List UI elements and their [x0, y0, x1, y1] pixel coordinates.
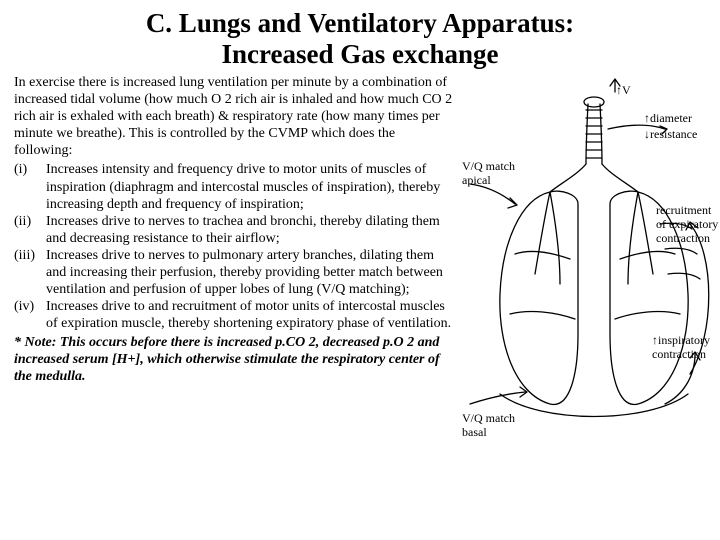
list-item: (iii) Increases drive to nerves to pulmo… — [14, 247, 454, 298]
diagram-column: ↑V ↑diameter ↓resistance V/Q match apica… — [454, 74, 720, 459]
item-text: Increases intensity and frequency drive … — [46, 161, 454, 212]
list-item: (iv) Increases drive to and recruitment … — [14, 298, 454, 332]
item-number: (iv) — [14, 298, 46, 332]
label-arrow-up: ↑V — [616, 83, 631, 97]
item-text: Increases drive to and recruitment of mo… — [46, 298, 454, 332]
slide-title: C. Lungs and Ventilatory Apparatus: Incr… — [14, 8, 706, 70]
slide: C. Lungs and Ventilatory Apparatus: Incr… — [0, 0, 720, 540]
item-number: (iii) — [14, 247, 46, 298]
label-recruitment: recruitment of expiratory contraction — [656, 203, 720, 245]
title-line-1: C. Lungs and Ventilatory Apparatus: — [146, 8, 574, 38]
text-column: In exercise there is increased lung vent… — [14, 74, 454, 399]
item-list: (i) Increases intensity and frequency dr… — [14, 161, 454, 332]
item-text: Increases drive to nerves to trachea and… — [46, 213, 454, 247]
label-diameter: ↑diameter — [644, 111, 692, 125]
item-number: (i) — [14, 161, 46, 212]
body-row: In exercise there is increased lung vent… — [14, 74, 706, 459]
list-item: (i) Increases intensity and frequency dr… — [14, 161, 454, 212]
note-paragraph: * Note: This occurs before there is incr… — [14, 334, 454, 385]
label-inspiratory: ↑inspiratory contraction — [652, 333, 713, 361]
label-resistance: ↓resistance — [644, 127, 697, 141]
intro-paragraph: In exercise there is increased lung vent… — [14, 74, 454, 159]
lung-diagram: ↑V ↑diameter ↓resistance V/Q match apica… — [460, 74, 720, 454]
item-number: (ii) — [14, 213, 46, 247]
label-vq-apical: V/Q match apical — [462, 159, 518, 187]
label-vq-basal: V/Q match basal — [462, 411, 518, 439]
title-line-2: Increased Gas exchange — [222, 39, 499, 69]
list-item: (ii) Increases drive to nerves to trache… — [14, 213, 454, 247]
item-text: Increases drive to nerves to pulmonary a… — [46, 247, 454, 298]
